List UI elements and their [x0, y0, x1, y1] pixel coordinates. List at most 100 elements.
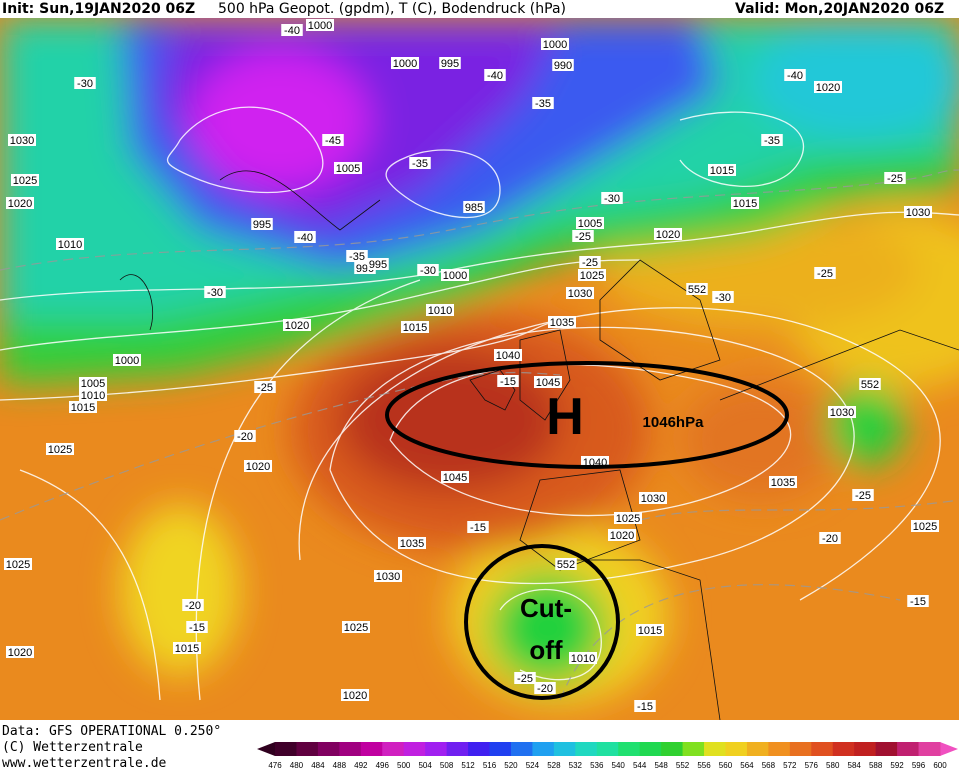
colorbar-arrow: [257, 742, 275, 756]
cutoff-label: off: [529, 635, 563, 665]
colorbar-tick-label: 484: [311, 761, 325, 770]
contour-label: -25: [517, 673, 533, 685]
label-box: [552, 59, 574, 71]
contour-label: 1030: [906, 207, 930, 219]
contour-label: 1015: [710, 165, 734, 177]
contour-label: -25: [887, 173, 903, 185]
cutoff-label: Cut-: [520, 593, 572, 623]
label-box: [639, 492, 667, 504]
contour-label: 1010: [428, 305, 452, 317]
colorbar-cell: [425, 742, 448, 756]
colorbar-tick-label: 488: [333, 761, 347, 770]
contour-label: 1015: [71, 402, 95, 414]
contour-label: 1010: [58, 239, 82, 251]
label-box: [342, 621, 370, 633]
colorbar-cell: [875, 742, 898, 756]
map-area: 1000 -40 1000 1000 995 990 -40 -30 -40 1020 -35 103…: [0, 18, 959, 720]
colorbar-cell: [789, 742, 812, 756]
contour-label: -30: [604, 193, 620, 205]
label-box: [852, 489, 874, 501]
colorbar: 476 480 484 488 492 496 500 504 508 512 516 520 524 5…: [257, 742, 958, 770]
contour-label: 1035: [550, 317, 574, 329]
colorbar-cell: [553, 742, 576, 756]
contour-label: -40: [297, 232, 313, 244]
colorbar-tick-label: 548: [654, 761, 668, 770]
label-box: [294, 231, 316, 243]
colorbar-tick-label: 556: [697, 761, 711, 770]
contour-label: 1025: [913, 521, 937, 533]
colorbar-cell: [682, 742, 705, 756]
contour-label: 1015: [175, 643, 199, 655]
label-box: [281, 24, 303, 36]
contour-label: -40: [787, 70, 803, 82]
colorbar-cell: [275, 742, 297, 756]
label-box: [69, 401, 97, 413]
contour-label: 1020: [246, 461, 270, 473]
contour-label: 1015: [733, 198, 757, 210]
contour-label: 1005: [578, 218, 602, 230]
label-box: [654, 228, 682, 240]
contour-label: 552: [557, 559, 575, 571]
colorbar-tick-label: 516: [483, 761, 497, 770]
colorbar-cell: [468, 742, 491, 756]
valid-time: Valid: Mon,20JAN2020 06Z: [735, 1, 944, 17]
colorbar-tick-label: 476: [268, 761, 282, 770]
label-box: [251, 218, 273, 230]
contour-label: 995: [369, 259, 387, 271]
label-box: [601, 192, 623, 204]
colorbar-tick-label: 584: [848, 761, 862, 770]
colorbar-cell: [746, 742, 769, 756]
label-box: [6, 646, 34, 658]
colorbar-cell: [360, 742, 383, 756]
label-box: [204, 286, 226, 298]
label-box: [576, 217, 604, 229]
label-box: [254, 381, 276, 393]
label-box: [8, 134, 36, 146]
label-box: [346, 250, 368, 262]
label-box: [636, 624, 664, 636]
label-box: [11, 174, 39, 186]
contour-label: 1000: [308, 20, 332, 32]
colorbar-tick-label: 520: [504, 761, 518, 770]
label-box: [731, 197, 759, 209]
colorbar-tick-label: 592: [890, 761, 904, 770]
label-box: [341, 689, 369, 701]
label-box: [686, 283, 708, 295]
label-box: [467, 521, 489, 533]
colorbar-tick-label: 536: [590, 761, 604, 770]
label-box: [907, 595, 929, 607]
colorbar-cell: [403, 742, 426, 756]
colorbar-tick-label: 504: [418, 761, 432, 770]
colorbar-cell: [704, 742, 726, 756]
map-title: 500 hPa Geopot. (gpdm), T (C), Bodendruc…: [218, 1, 566, 17]
label-box: [614, 512, 642, 524]
contour-label: -25: [855, 490, 871, 502]
label-box: [463, 201, 485, 213]
label-box: [608, 529, 636, 541]
colorbar-cell: [854, 742, 877, 756]
colorbar-cell: [296, 742, 319, 756]
label-box: [534, 376, 562, 388]
label-box: [578, 269, 606, 281]
label-box: [828, 406, 856, 418]
label-box: [283, 319, 311, 331]
contour-label: 1025: [6, 559, 30, 571]
colorbar-cell: [596, 742, 619, 756]
label-box: [566, 287, 594, 299]
contour-label: -25: [575, 231, 591, 243]
contour-label: -30: [207, 287, 223, 299]
contour-label: -20: [185, 600, 201, 612]
label-box: [712, 291, 734, 303]
contour-label: -25: [817, 268, 833, 280]
label-box: [761, 134, 783, 146]
contour-label: 1035: [771, 477, 795, 489]
contour-label: 552: [688, 284, 706, 296]
contour-label: 1025: [616, 513, 640, 525]
label-box: [548, 316, 576, 328]
label-box: [569, 652, 597, 664]
label-box: [784, 69, 806, 81]
contour-label: 1025: [344, 622, 368, 634]
label-box: [334, 162, 362, 174]
contour-label: 1005: [336, 163, 360, 175]
contour-label: 1040: [496, 350, 520, 362]
